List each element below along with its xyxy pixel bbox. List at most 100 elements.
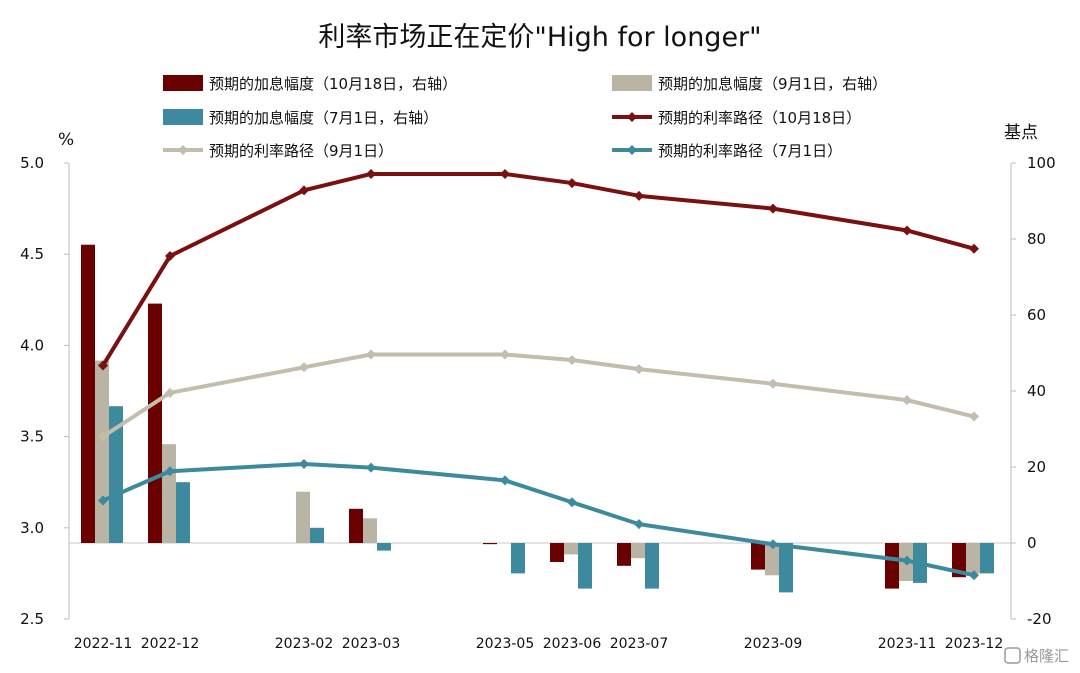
bar-series-group xyxy=(81,244,994,593)
chart-title: 利率市场正在定价"High for longer" xyxy=(318,22,761,53)
right-tick-label: 100 xyxy=(1027,154,1056,172)
x-tick-label: 2023-03 xyxy=(342,636,401,652)
x-tick-label: 2023-05 xyxy=(476,636,535,652)
x-axis: 2022-11 2022-12 2023-02 2023-03 2023-05 2023-… xyxy=(74,636,1004,652)
left-tick-label: 4.5 xyxy=(20,245,44,263)
legend-label: 预期的加息幅度（9月1日，右轴） xyxy=(658,75,887,93)
line-point-marker xyxy=(969,243,979,254)
bar xyxy=(109,406,123,543)
line-point-marker xyxy=(969,570,979,581)
bar xyxy=(377,543,391,551)
bar xyxy=(148,303,162,543)
bar xyxy=(751,543,765,570)
line-point-marker xyxy=(902,225,912,236)
bar xyxy=(483,543,497,545)
legend-marker xyxy=(178,145,188,155)
bar xyxy=(81,244,95,543)
line-point-marker xyxy=(366,462,376,473)
bar xyxy=(349,508,363,543)
line-point-marker xyxy=(567,354,577,365)
line-point-marker xyxy=(299,362,309,373)
legend-marker xyxy=(627,112,637,122)
bar xyxy=(564,543,578,555)
watermark-text: 格隆汇 xyxy=(1024,647,1069,665)
legend-label: 预期的利率路径（7月1日） xyxy=(658,142,842,160)
series-line xyxy=(101,352,975,439)
x-tick-label: 2023-06 xyxy=(543,636,602,652)
right-tick-label: -20 xyxy=(1027,610,1052,628)
x-tick-label: 2023-09 xyxy=(744,636,803,652)
line-point-marker xyxy=(299,458,309,469)
line-point-marker xyxy=(299,185,309,196)
right-axis: -20 0 20 40 60 80 100 xyxy=(1011,154,1056,628)
line-point-marker xyxy=(902,555,912,566)
bar xyxy=(631,543,645,559)
line-point-marker xyxy=(902,395,912,406)
legend-label: 预期的加息幅度（7月1日，右轴） xyxy=(209,109,438,127)
right-tick-label: 20 xyxy=(1027,458,1046,476)
line-point-marker xyxy=(366,349,376,360)
line-point-marker xyxy=(98,360,108,371)
series-line xyxy=(101,171,975,367)
right-axis-unit: 基点 xyxy=(1004,123,1038,143)
line-point-marker xyxy=(768,539,778,550)
right-tick-label: 40 xyxy=(1027,382,1046,400)
legend: 预期的加息幅度（10月18日，右轴） 预期的加息幅度（9月1日，右轴） 预期的加息幅… xyxy=(163,75,887,160)
left-axis: 2.5 3.0 3.5 4.0 4.5 5.0 xyxy=(20,154,69,628)
line-series-group xyxy=(98,168,979,581)
legend-swatch xyxy=(163,109,203,125)
line-point-marker xyxy=(500,475,510,486)
line-point-marker xyxy=(567,178,577,189)
left-axis-unit: % xyxy=(58,130,74,150)
line-point-marker xyxy=(969,411,979,422)
bar xyxy=(645,543,659,589)
bar xyxy=(176,482,190,543)
watermark: 格隆汇 xyxy=(1004,647,1069,665)
legend-label: 预期的加息幅度（10月18日，右轴） xyxy=(209,75,457,93)
series-line xyxy=(102,461,975,578)
left-tick-label: 5.0 xyxy=(20,154,44,172)
line-point-marker xyxy=(165,251,175,262)
line-point-marker xyxy=(500,168,510,179)
line-point-marker xyxy=(567,497,577,508)
bar xyxy=(779,543,793,593)
right-tick-label: 80 xyxy=(1027,230,1046,248)
bar xyxy=(296,491,310,543)
bar xyxy=(578,543,592,589)
left-tick-label: 3.0 xyxy=(20,519,44,537)
line-point-marker xyxy=(634,364,644,375)
bar xyxy=(765,543,779,576)
legend-swatch xyxy=(163,75,203,91)
bar xyxy=(95,360,109,543)
legend-marker xyxy=(627,145,637,155)
bar xyxy=(511,543,525,574)
legend-label: 预期的利率路径（9月1日） xyxy=(209,142,393,160)
bar xyxy=(162,444,176,543)
bar xyxy=(966,543,980,574)
watermark-logo-icon xyxy=(1004,647,1021,664)
left-tick-label: 2.5 xyxy=(20,610,44,628)
x-tick-label: 2023-12 xyxy=(945,636,1004,652)
legend-swatch xyxy=(612,75,652,91)
right-tick-label: 60 xyxy=(1027,306,1046,324)
line-point-marker xyxy=(634,519,644,530)
x-tick-label: 2022-12 xyxy=(141,636,200,652)
line-point-marker xyxy=(98,495,108,506)
line-point-marker xyxy=(98,431,108,442)
x-tick-label: 2023-11 xyxy=(878,636,937,652)
bar xyxy=(617,543,631,566)
bar xyxy=(363,518,377,543)
line-point-marker xyxy=(634,190,644,201)
left-tick-label: 4.0 xyxy=(20,336,44,354)
x-tick-label: 2023-07 xyxy=(610,636,669,652)
line-point-marker xyxy=(165,466,175,477)
bar xyxy=(310,527,324,543)
left-tick-label: 3.5 xyxy=(20,428,44,446)
line-point-marker xyxy=(165,387,175,398)
bar xyxy=(885,543,899,589)
line-point-marker xyxy=(500,349,510,360)
right-tick-label: 0 xyxy=(1027,534,1037,552)
line-point-marker xyxy=(768,203,778,214)
line-point-marker xyxy=(768,378,778,389)
